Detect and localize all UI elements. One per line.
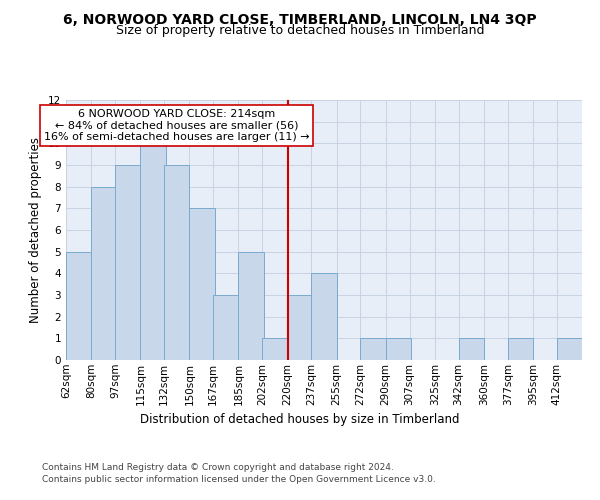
Bar [287,295,313,360]
Bar [311,274,337,360]
Bar [115,165,140,360]
Bar [66,252,91,360]
Text: Contains HM Land Registry data © Crown copyright and database right 2024.: Contains HM Land Registry data © Crown c… [42,462,394,471]
Bar [190,208,215,360]
Bar [238,252,264,360]
Bar [91,186,116,360]
Bar [140,144,166,360]
Text: 6 NORWOOD YARD CLOSE: 214sqm
← 84% of detached houses are smaller (56)
16% of se: 6 NORWOOD YARD CLOSE: 214sqm ← 84% of de… [44,108,310,142]
Bar [458,338,484,360]
Bar [213,295,238,360]
Bar [557,338,582,360]
Text: Contains public sector information licensed under the Open Government Licence v3: Contains public sector information licen… [42,475,436,484]
Text: 6, NORWOOD YARD CLOSE, TIMBERLAND, LINCOLN, LN4 3QP: 6, NORWOOD YARD CLOSE, TIMBERLAND, LINCO… [63,12,537,26]
Text: Distribution of detached houses by size in Timberland: Distribution of detached houses by size … [140,412,460,426]
Bar [386,338,411,360]
Bar [508,338,533,360]
Text: Size of property relative to detached houses in Timberland: Size of property relative to detached ho… [116,24,484,37]
Y-axis label: Number of detached properties: Number of detached properties [29,137,43,323]
Bar [262,338,287,360]
Bar [164,165,190,360]
Bar [361,338,386,360]
